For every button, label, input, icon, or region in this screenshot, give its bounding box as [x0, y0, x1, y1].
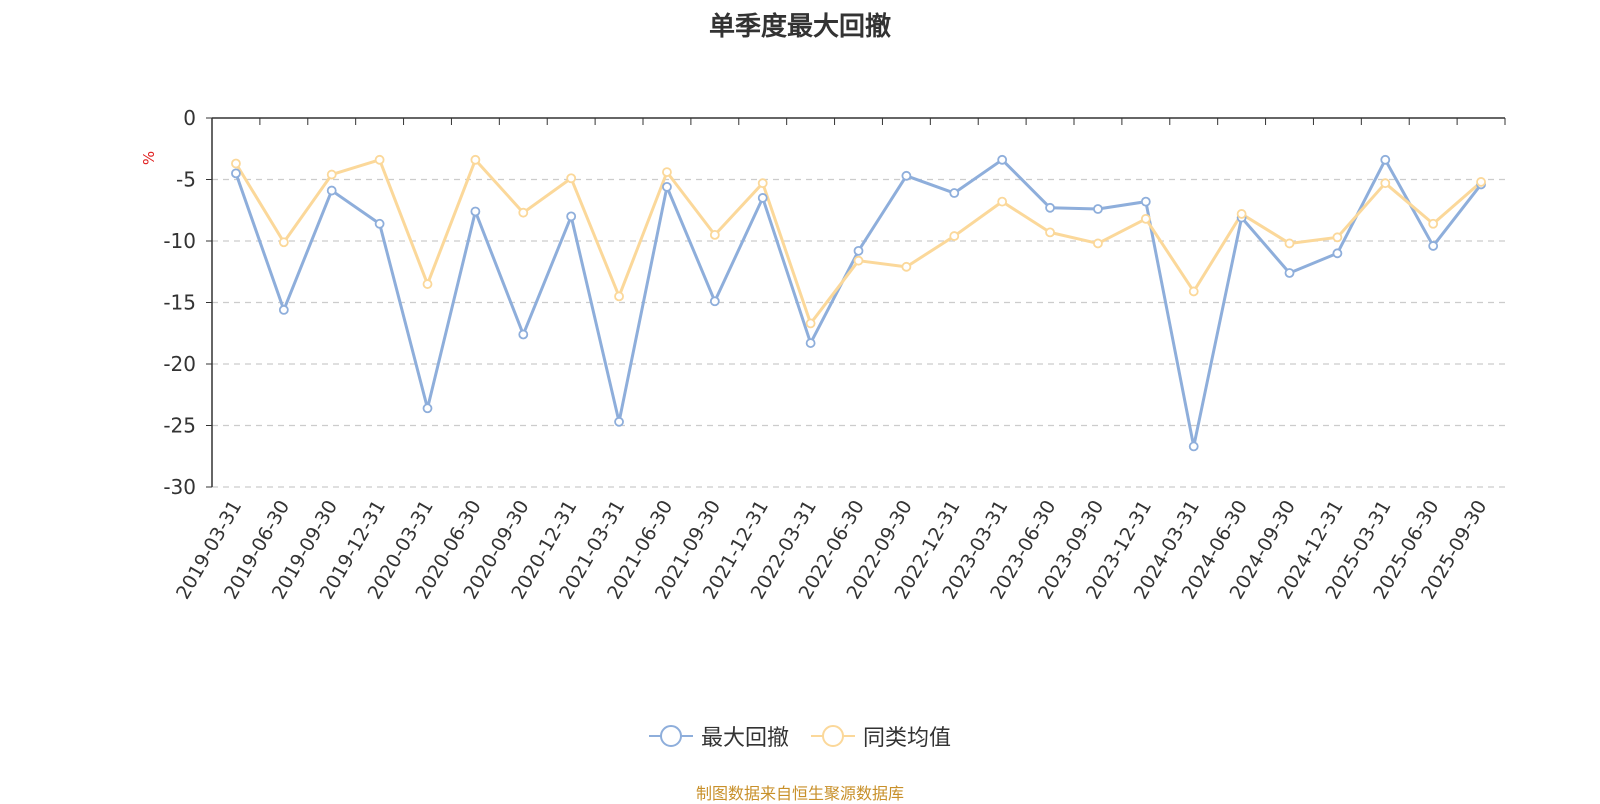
- series-1-point: [1284, 238, 1295, 249]
- series-1-point: [231, 158, 241, 169]
- series-0-point: [709, 296, 720, 307]
- series-1-point: [1140, 213, 1151, 224]
- y-tick-label: -15: [163, 291, 196, 315]
- series-1-point: [1380, 178, 1391, 189]
- legend-label-1: 同类均值: [863, 726, 952, 751]
- series-0-point: [231, 168, 241, 179]
- legend-item-1[interactable]: 同类均值: [811, 720, 951, 752]
- chart-title: 单季度最大回撤: [708, 12, 891, 42]
- series-0-point: [374, 218, 385, 229]
- series-0-point: [662, 181, 672, 192]
- series-1-point: [662, 167, 672, 178]
- series-1-point: [709, 229, 720, 240]
- series-1-point: [614, 291, 624, 302]
- series-1-point: [805, 318, 816, 329]
- series-0-point: [614, 416, 624, 427]
- series-0-point: [422, 403, 433, 414]
- series-0-point: [1140, 196, 1151, 207]
- y-tick-label: -5: [176, 168, 196, 192]
- series-0-point: [1093, 204, 1103, 214]
- series-1-point: [518, 207, 529, 218]
- series-1-point: [422, 279, 433, 289]
- series-0-point: [1045, 202, 1055, 213]
- legend-label-0: 最大回撤: [700, 726, 789, 751]
- legend-item-0[interactable]: 最大回撤: [648, 720, 789, 752]
- series-0-point: [566, 211, 577, 222]
- series-1-point: [1188, 286, 1199, 297]
- series-0-point: [1428, 241, 1439, 251]
- series-1-point: [1236, 209, 1247, 219]
- series-1-point: [374, 154, 385, 165]
- series-0-point: [1332, 248, 1343, 259]
- legend-marker-1: [811, 725, 855, 747]
- series-1-point: [1332, 232, 1343, 243]
- y-axis-label: %: [140, 151, 158, 165]
- y-tick-label: -20: [163, 352, 196, 376]
- series-1-point: [326, 169, 337, 180]
- series-1-point: [1045, 227, 1055, 238]
- series-1-point: [470, 154, 481, 165]
- legend: 最大回撤 同类均值: [0, 720, 1600, 752]
- series-0-point: [1188, 441, 1199, 452]
- series-0-point: [1380, 154, 1391, 165]
- series-0-point: [326, 185, 337, 196]
- series-line-0: [234, 158, 1483, 448]
- series-0-point: [1284, 268, 1295, 278]
- series-1-point: [901, 261, 912, 272]
- series-1-point: [949, 231, 960, 241]
- source-note: 制图数据来自恒生聚源数据库: [695, 784, 904, 803]
- series-0-point: [901, 170, 912, 181]
- series-1-point: [1093, 238, 1103, 249]
- y-tick-label: 0: [183, 106, 196, 130]
- series-0-point: [757, 193, 768, 203]
- series-0-point: [518, 329, 529, 340]
- series-1-point: [566, 173, 577, 184]
- series-1-point: [997, 196, 1008, 207]
- series-1-point: [1476, 177, 1486, 187]
- series-1-point: [1428, 218, 1439, 229]
- legend-marker-0: [648, 725, 693, 747]
- series-1-point: [757, 178, 768, 189]
- y-tick-label: -10: [163, 229, 196, 253]
- series-0-point: [853, 245, 864, 256]
- series-1-point: [853, 255, 864, 266]
- series-0-point: [470, 206, 481, 217]
- y-tick-label: -30: [163, 475, 196, 499]
- series-0-point: [805, 338, 816, 348]
- series-0-point: [278, 304, 289, 315]
- series-0-point: [949, 188, 960, 198]
- y-tick-label: -25: [163, 414, 196, 438]
- series-0-point: [997, 154, 1008, 165]
- series-line-1: [234, 158, 1483, 325]
- series-1-point: [278, 237, 289, 248]
